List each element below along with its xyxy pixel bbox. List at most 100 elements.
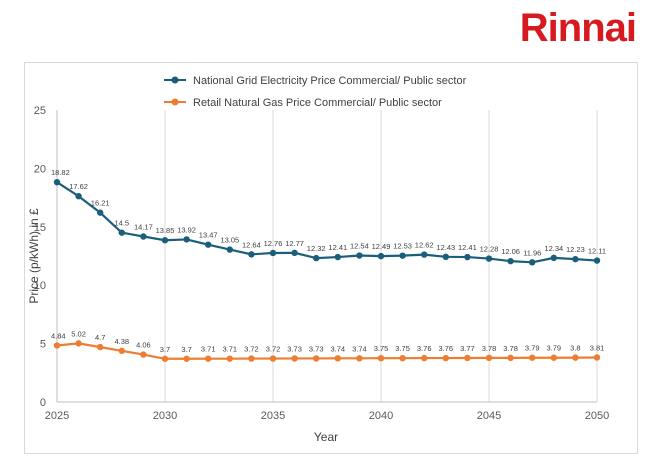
data-point [377, 252, 385, 260]
data-point [550, 254, 557, 262]
data-label: 13.47 [199, 231, 218, 240]
data-point [226, 246, 233, 253]
y-tick-label: 0 [40, 397, 46, 409]
data-point [442, 253, 449, 261]
data-label: 3.7 [181, 345, 191, 354]
series-line [56, 342, 598, 360]
data-point [529, 259, 536, 266]
x-tick-label: 2040 [369, 410, 393, 422]
y-tick-label: 10 [34, 280, 46, 292]
data-point [421, 251, 428, 258]
data-label: 12.34 [544, 244, 563, 253]
data-label: 12.54 [350, 242, 369, 251]
data-label: 3.81 [590, 343, 605, 352]
legend-label: Retail Natural Gas Price Commercial/ Pub… [193, 97, 442, 109]
data-point [140, 351, 147, 358]
data-point [183, 355, 190, 362]
data-label: 3.78 [482, 344, 497, 353]
data-label: 3.75 [395, 344, 410, 353]
y-tick-label: 20 [34, 163, 46, 175]
data-point [572, 354, 579, 361]
data-point [291, 249, 298, 257]
data-point [226, 355, 233, 362]
data-label: 3.79 [546, 344, 561, 353]
data-point [313, 355, 320, 362]
data-point [53, 178, 61, 186]
data-point [118, 229, 126, 236]
data-label: 3.73 [287, 344, 302, 353]
data-label: 3.74 [352, 344, 367, 353]
data-point [572, 255, 579, 263]
data-point [334, 253, 341, 261]
data-label: 12.64 [242, 240, 261, 249]
data-point [161, 355, 169, 362]
data-point [399, 355, 406, 362]
data-point [464, 253, 471, 261]
data-label: 12.77 [285, 239, 304, 248]
data-label: 14.17 [134, 222, 153, 231]
data-point [248, 355, 255, 362]
data-label: 12.41 [458, 243, 477, 252]
data-point [421, 354, 428, 362]
legend-label: National Grid Electricity Price Commerci… [193, 75, 467, 87]
data-point [75, 192, 82, 200]
data-point [377, 355, 385, 362]
x-tick-label: 2050 [585, 410, 609, 422]
data-point [485, 354, 493, 362]
data-point [161, 237, 169, 244]
data-point [269, 355, 277, 362]
data-point [183, 236, 190, 243]
data-label: 12.43 [436, 243, 455, 252]
data-point [97, 343, 104, 351]
data-label: 3.71 [201, 345, 216, 354]
data-label: 14.5 [114, 219, 129, 228]
data-point [140, 233, 147, 240]
data-label: 5.02 [71, 329, 86, 338]
data-point [248, 251, 255, 258]
y-tick-label: 5 [40, 339, 46, 351]
data-label: 3.78 [503, 344, 518, 353]
x-tick-label: 2045 [477, 410, 501, 422]
data-point [291, 355, 298, 362]
data-point [53, 342, 61, 349]
data-label: 3.8 [570, 344, 580, 353]
x-axis-title: Year [314, 430, 338, 444]
legend-swatch-marker [171, 98, 179, 106]
data-label: 16.21 [91, 199, 110, 208]
data-label: 3.76 [438, 344, 453, 353]
rinnai-logo: Rinnai [519, 6, 637, 50]
data-point [269, 249, 277, 257]
data-label: 12.49 [372, 242, 391, 251]
data-point [593, 257, 601, 264]
data-label: 12.32 [307, 244, 326, 253]
data-label: 3.75 [374, 344, 389, 353]
data-label: 13.85 [156, 226, 175, 235]
data-label: 3.79 [525, 344, 540, 353]
data-label: 12.62 [415, 241, 434, 250]
data-label: 12.23 [566, 245, 585, 254]
data-label: 4.84 [51, 331, 66, 340]
data-point [205, 241, 212, 248]
data-point [464, 354, 471, 362]
data-label: 11.96 [523, 248, 541, 257]
data-point [205, 355, 212, 362]
data-label: 18.82 [51, 168, 70, 177]
data-point [356, 252, 363, 259]
data-label: 3.74 [330, 344, 345, 353]
data-point [97, 209, 104, 216]
data-point [75, 340, 82, 347]
data-label: 3.77 [460, 344, 475, 353]
data-label: 12.53 [393, 242, 412, 251]
data-point [356, 355, 363, 362]
data-point [485, 255, 493, 262]
data-label: 3.76 [417, 344, 432, 353]
data-label: 13.92 [177, 225, 196, 234]
data-label: 3.73 [309, 344, 324, 353]
data-label: 17.62 [69, 182, 88, 191]
data-point [529, 354, 536, 361]
data-label: 3.72 [244, 345, 259, 354]
data-point [118, 347, 126, 355]
data-point [334, 355, 341, 362]
data-label: 4.06 [136, 341, 151, 350]
data-label: 12.76 [264, 239, 283, 248]
